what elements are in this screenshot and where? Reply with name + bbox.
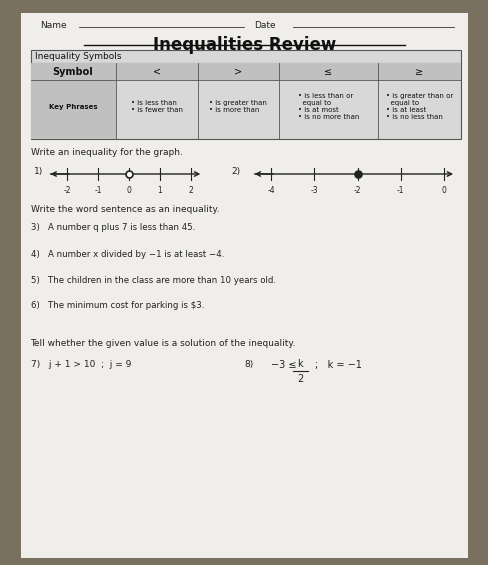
Text: 8): 8) [244,360,253,369]
Text: Name: Name [40,21,67,30]
Bar [30,63,460,80]
Text: ;   k = −1: ; k = −1 [314,360,361,370]
Text: 1: 1 [157,186,162,195]
Text: Key Phrases: Key Phrases [49,104,97,110]
Text: • is greater than or
  equal to
• is at least
• is no less than: • is greater than or equal to • is at le… [385,93,452,120]
Text: Write an inequality for the graph.: Write an inequality for the graph. [30,147,182,157]
Text: 2: 2 [297,373,303,384]
Text: -4: -4 [267,186,274,195]
Text: -3: -3 [310,186,318,195]
Text: 7)   j + 1 > 10  ;  j = 9: 7) j + 1 > 10 ; j = 9 [30,360,131,369]
Text: Inequalities Review: Inequalities Review [153,36,335,54]
Text: 4)   A number x divided by −1 is at least −4.: 4) A number x divided by −1 is at least … [30,250,224,259]
Text: <: < [153,67,161,77]
Text: 6)   The minimum cost for parking is $3.: 6) The minimum cost for parking is $3. [30,301,203,310]
Text: Write the word sentence as an inequality.: Write the word sentence as an inequality… [30,205,219,214]
Bar [30,63,116,139]
Text: 3)   A number q plus 7 is less than 45.: 3) A number q plus 7 is less than 45. [30,224,195,232]
Text: • is less than
• is fewer than: • is less than • is fewer than [131,101,183,114]
Text: 2: 2 [188,186,193,195]
Text: • is greater than
• is more than: • is greater than • is more than [209,101,267,114]
Text: -2: -2 [63,186,71,195]
Text: 1): 1) [34,167,43,176]
Text: -2: -2 [353,186,361,195]
Text: k: k [297,359,303,369]
Text: Date: Date [254,21,275,30]
Text: • is less than or
  equal to
• is at most
• is no more than: • is less than or equal to • is at most … [297,93,358,120]
Text: 0: 0 [126,186,131,195]
Text: Tell whether the given value is a solution of the inequality.: Tell whether the given value is a soluti… [30,339,295,347]
Text: −3 ≤: −3 ≤ [271,360,296,370]
Text: -1: -1 [396,186,404,195]
Text: Symbol: Symbol [53,67,93,77]
Text: 0: 0 [441,186,446,195]
Text: -1: -1 [94,186,102,195]
Text: ≥: ≥ [415,67,423,77]
Bar [30,50,460,139]
Text: 2): 2) [230,167,240,176]
Text: >: > [234,67,242,77]
Text: 5)   The children in the class are more than 10 years old.: 5) The children in the class are more th… [30,276,275,285]
Text: Inequality Symbols: Inequality Symbols [35,52,122,61]
Text: ≤: ≤ [324,67,332,77]
